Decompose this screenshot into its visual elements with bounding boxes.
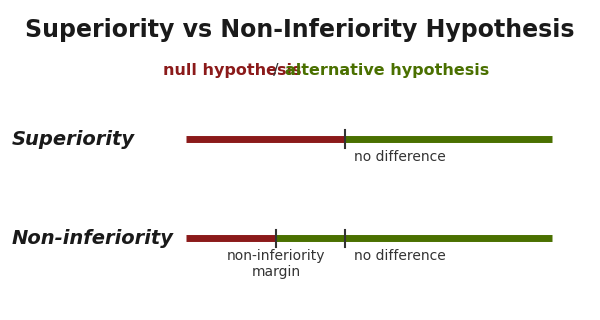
- Text: Superiority: Superiority: [12, 130, 135, 149]
- Text: Non-inferiority: Non-inferiority: [12, 229, 174, 248]
- Text: non-inferiority
margin: non-inferiority margin: [227, 249, 325, 279]
- Text: no difference: no difference: [354, 150, 446, 164]
- Text: no difference: no difference: [354, 249, 446, 263]
- Text: /: /: [268, 63, 284, 78]
- Text: null hypothesis / alternative hypothesis: null hypothesis / alternative hypothesis: [142, 63, 458, 78]
- Text: null hypothesis: null hypothesis: [163, 63, 302, 78]
- Text: Superiority vs Non-Inferiority Hypothesis: Superiority vs Non-Inferiority Hypothesi…: [25, 18, 575, 42]
- Text: alternative hypothesis: alternative hypothesis: [285, 63, 489, 78]
